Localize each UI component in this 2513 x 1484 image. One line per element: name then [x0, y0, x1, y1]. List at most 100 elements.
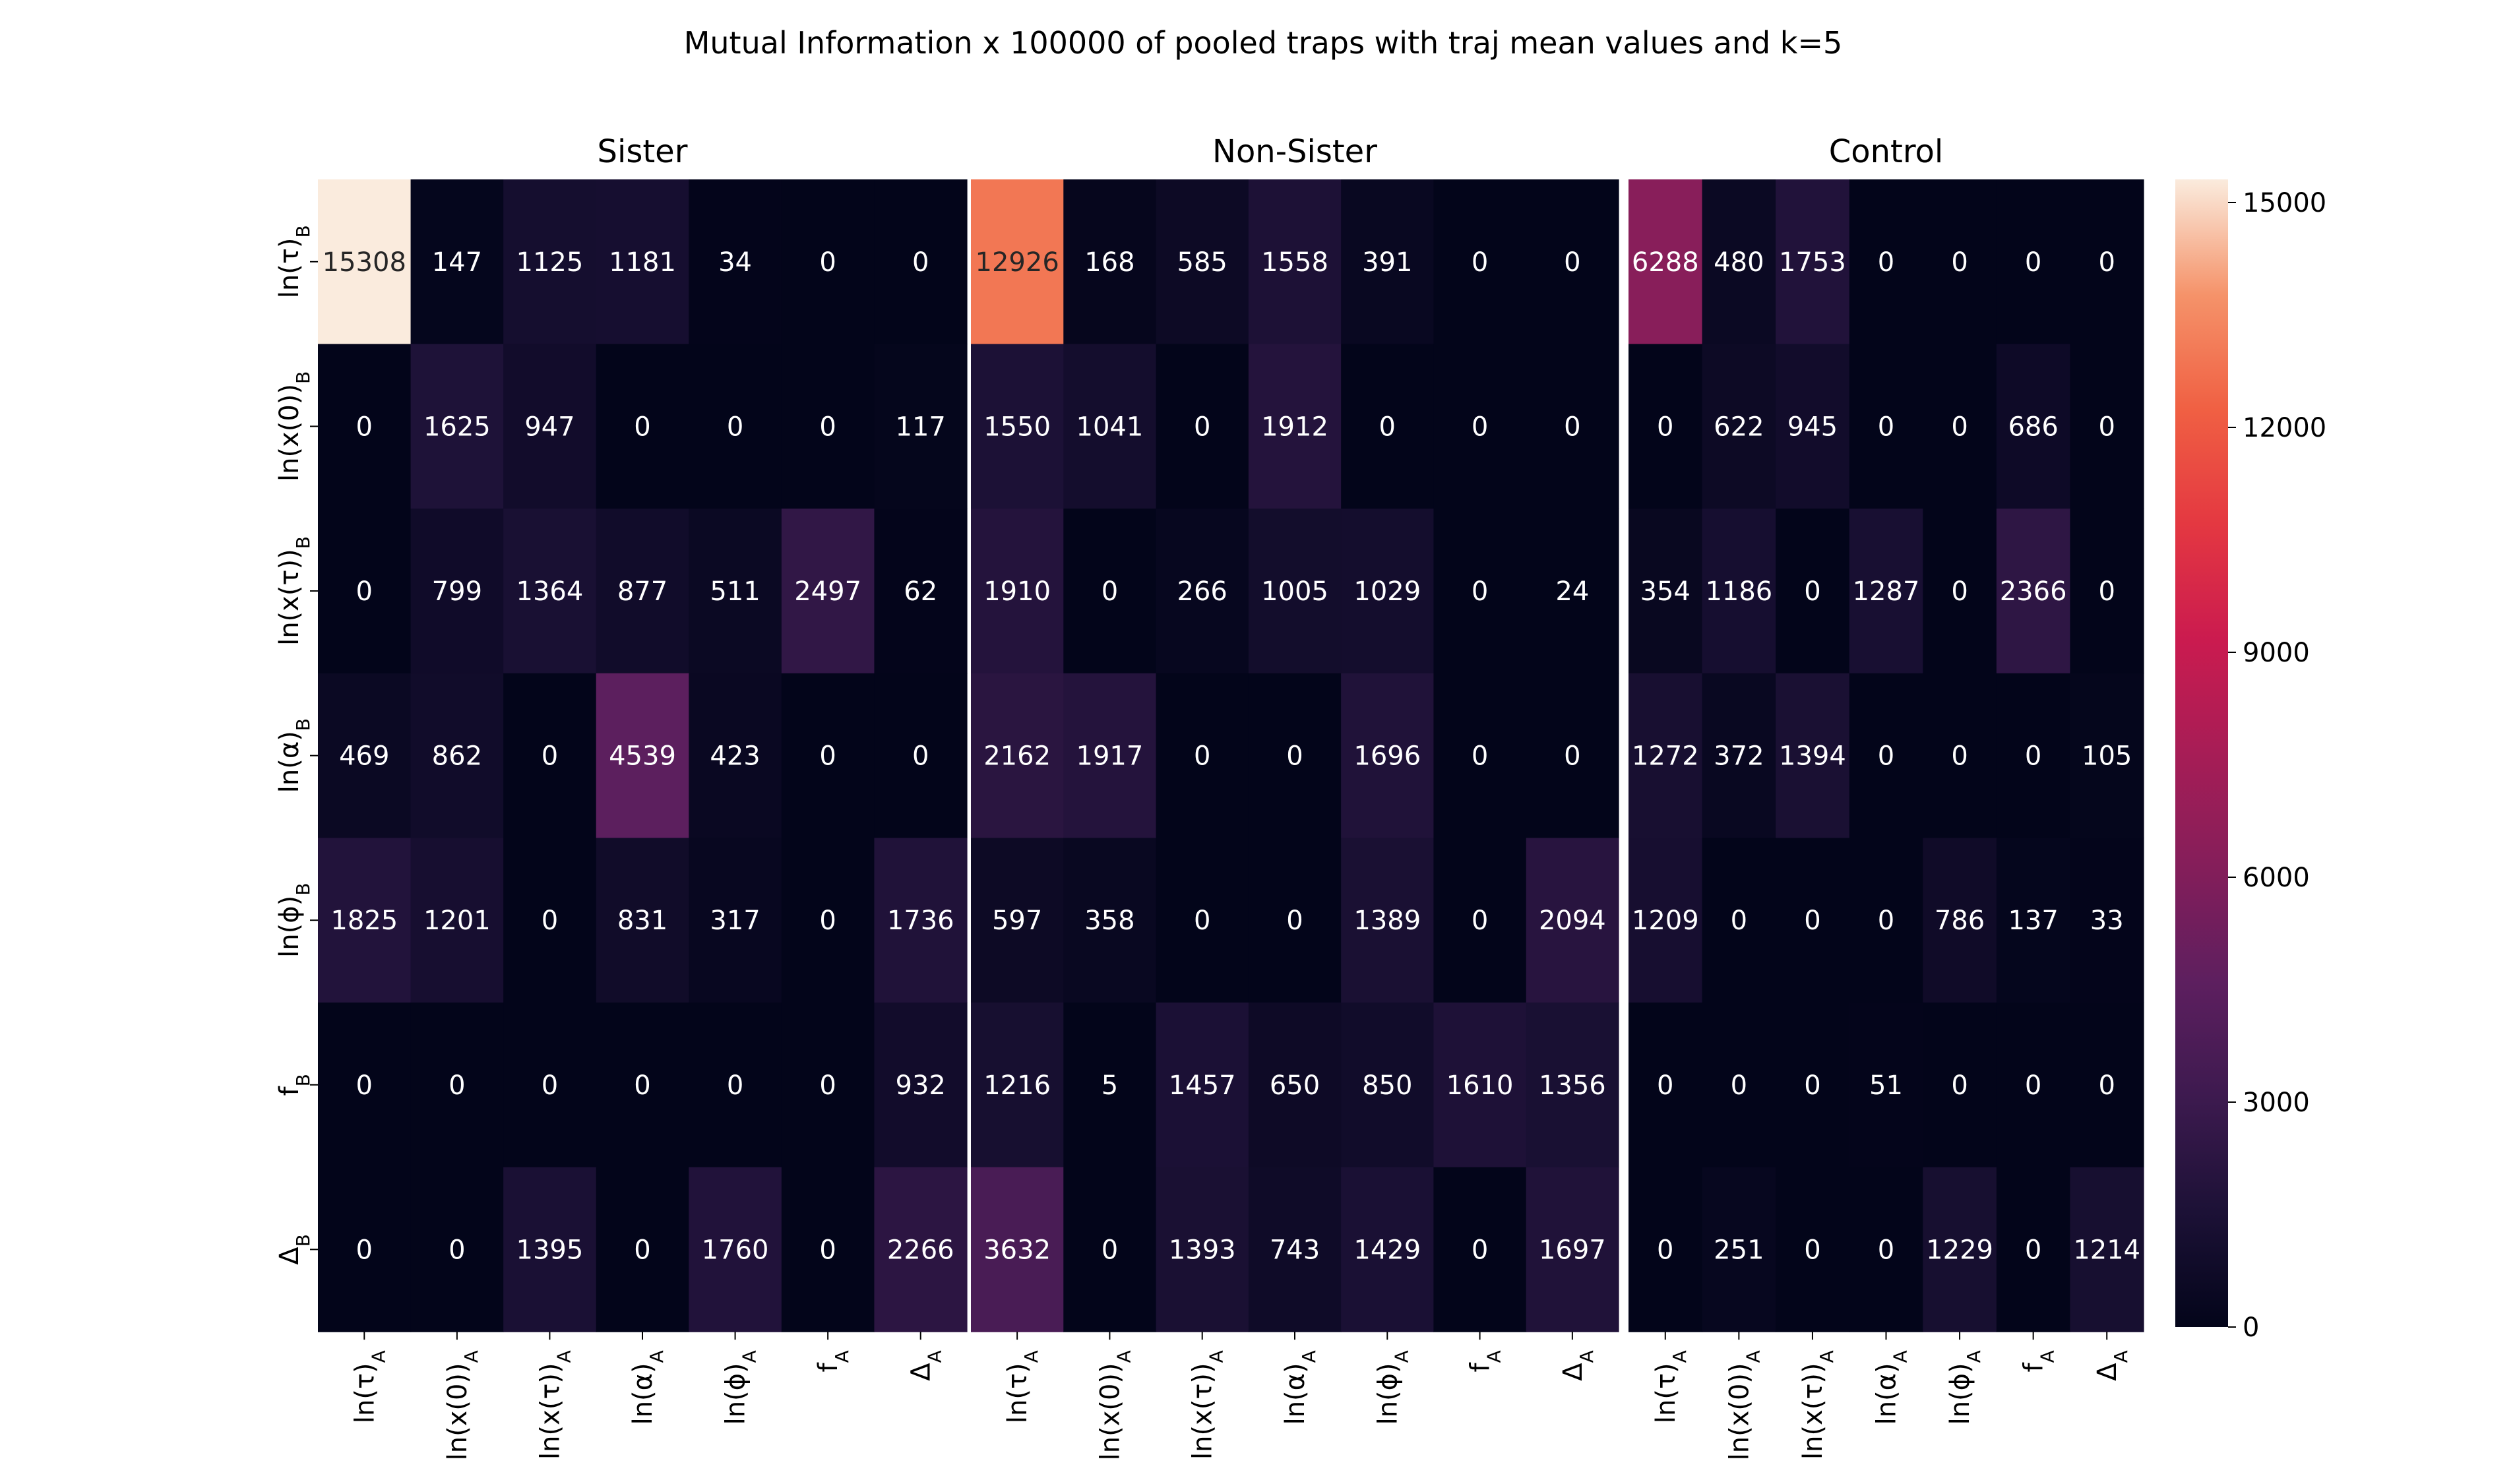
heatmap-cell: [1996, 344, 2071, 509]
heatmap-cell: [1248, 838, 1342, 1003]
cell-value-label: 1697: [1539, 1235, 1606, 1265]
heatmap-cell: [1849, 1003, 1923, 1168]
cell-value-label: 0: [727, 1070, 743, 1101]
cell-value-label: 850: [1362, 1070, 1412, 1101]
cell-value-label: 585: [1177, 247, 1227, 278]
heatmap-cell: [1996, 509, 2071, 674]
cell-value-label: 0: [356, 412, 373, 442]
heatmap-cell: [971, 838, 1064, 1003]
heatmap-cell: [1248, 179, 1342, 345]
cell-value-label: 0: [1564, 741, 1580, 772]
cell-value-label: 0: [912, 247, 929, 278]
cell-value-label: 786: [1935, 906, 1985, 936]
cell-value-label: 0: [2098, 1070, 2115, 1101]
cell-value-label: 34: [718, 247, 752, 278]
x-tick-label: ln(α)A: [1872, 1350, 1911, 1425]
cell-value-label: 511: [710, 576, 760, 607]
heatmap-cell: [1849, 509, 1923, 674]
cell-value-label: 0: [1951, 576, 1968, 607]
heatmap-cell: [1629, 673, 1703, 838]
cell-value-label: 0: [356, 576, 373, 607]
cell-value-label: 1287: [1853, 576, 1920, 607]
cell-value-label: 0: [819, 1070, 836, 1101]
cell-value-label: 2366: [2000, 576, 2067, 607]
cell-value-label: 15308: [323, 247, 406, 278]
cell-value-label: 0: [2025, 247, 2041, 278]
heatmap-cell: [1156, 838, 1249, 1003]
cell-value-label: 1229: [1926, 1235, 1993, 1265]
heatmap-cell: [318, 1003, 412, 1168]
heatmap-cell: [781, 838, 875, 1003]
cell-value-label: 0: [1472, 576, 1488, 607]
heatmap-cell: [1156, 1167, 1249, 1332]
y-tick-label: ΔB: [274, 1234, 314, 1265]
cell-value-label: 1910: [983, 576, 1051, 607]
heatmap-cell: [1776, 1003, 1850, 1168]
heatmap-cell: [874, 1003, 968, 1168]
panel-non-sister: Non-Sister 12926 168 585 1558 391 0 0 1550 1041 0 1…: [971, 133, 1619, 1460]
heatmap-cell: [689, 838, 782, 1003]
heatmap-cell: [1629, 509, 1703, 674]
colorbar-tick-label: 0: [2243, 1313, 2259, 1343]
heatmap-cell: [1849, 673, 1923, 838]
heatmap-cell: [1849, 838, 1923, 1003]
cell-value-label: 686: [2008, 412, 2058, 442]
heatmap-cell: [1776, 509, 1850, 674]
x-tick-label: ln(x(τ))A: [535, 1350, 574, 1460]
cell-value-label: 597: [992, 906, 1042, 936]
heatmap-cell: [318, 673, 412, 838]
colorbar-tick-label: 6000: [2243, 863, 2310, 893]
heatmap-cell: [1702, 1003, 1776, 1168]
heatmap-cell: [689, 344, 782, 509]
cell-value-label: 831: [617, 906, 667, 936]
cell-value-label: 0: [1194, 906, 1210, 936]
heatmap-cell: [1063, 1167, 1157, 1332]
heatmap-cell: [1996, 1003, 2071, 1168]
heatmap-cell: [1526, 1003, 1619, 1168]
heatmap-cell: [1702, 1167, 1776, 1332]
heatmap-cell: [1629, 344, 1703, 509]
cell-value-label: 932: [896, 1070, 946, 1101]
cell-value-label: 0: [356, 1235, 373, 1265]
heatmap-cell: [2070, 344, 2144, 509]
cell-value-label: 0: [2025, 741, 2041, 772]
cell-value-label: 1917: [1076, 741, 1144, 772]
cell-value-label: 799: [432, 576, 482, 607]
cell-value-label: 0: [634, 1070, 650, 1101]
cell-value-label: 1181: [609, 247, 676, 278]
heatmap-cell: [781, 1167, 875, 1332]
cell-value-label: 12926: [976, 247, 1059, 278]
cell-value-label: 0: [449, 1070, 465, 1101]
cell-value-label: 0: [1951, 412, 1968, 442]
cell-value-label: 0: [819, 412, 836, 442]
x-tick-label: ln(x(0))A: [1724, 1350, 1764, 1460]
heatmap-cell: [874, 344, 968, 509]
heatmap-cell: [971, 509, 1064, 674]
cell-value-label: 391: [1362, 247, 1412, 278]
heatmap-cell: [689, 509, 782, 674]
cell-value-label: 0: [819, 906, 836, 936]
heatmap-cell: [318, 344, 412, 509]
cell-value-label: 0: [1286, 741, 1303, 772]
x-tick-label: ln(x(0))A: [1095, 1350, 1134, 1460]
heatmap-cell: [1526, 509, 1619, 674]
y-tick-label: ln(τ)B: [274, 225, 314, 298]
heatmap-cell: [874, 1167, 968, 1332]
colorbar-tick-label: 9000: [2243, 638, 2310, 668]
cell-value-label: 0: [356, 1070, 373, 1101]
heatmap-cell: [1923, 509, 1997, 674]
heatmap-cell: [410, 1003, 504, 1168]
heatmap-cell: [1702, 673, 1776, 838]
cell-value-label: 877: [617, 576, 667, 607]
heatmap-cell: [596, 179, 689, 345]
cell-value-label: 5: [1101, 1070, 1118, 1101]
cell-value-label: 0: [1101, 576, 1118, 607]
heatmap-cell: [2070, 179, 2144, 345]
cell-value-label: 1216: [983, 1070, 1051, 1101]
heatmap-cell: [1433, 344, 1527, 509]
heatmap-cell: [1248, 344, 1342, 509]
cell-value-label: 1029: [1353, 576, 1421, 607]
heatmap-cell: [410, 344, 504, 509]
cell-value-label: 372: [1714, 741, 1764, 772]
panel-title: Non-Sister: [1212, 133, 1377, 170]
